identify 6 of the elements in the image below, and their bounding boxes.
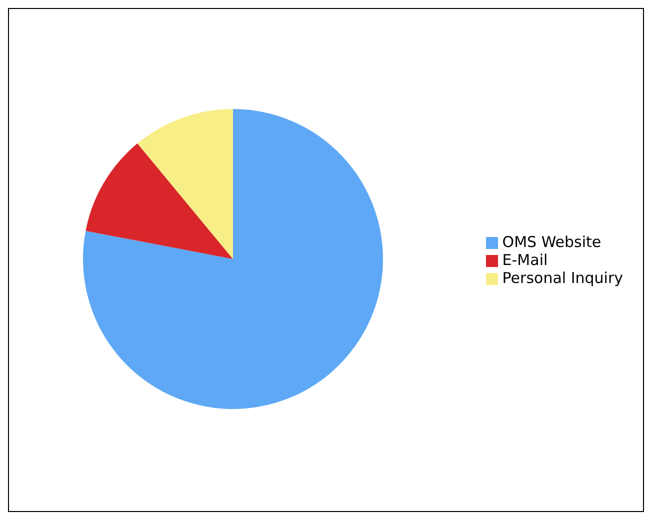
legend-label: E-Mail — [502, 251, 548, 269]
pie-slice — [86, 143, 233, 259]
pie-slice — [83, 109, 383, 409]
pie-slice — [137, 109, 233, 259]
legend-label: Personal Inquiry — [502, 269, 623, 287]
legend-label: OMS Website — [502, 233, 602, 251]
